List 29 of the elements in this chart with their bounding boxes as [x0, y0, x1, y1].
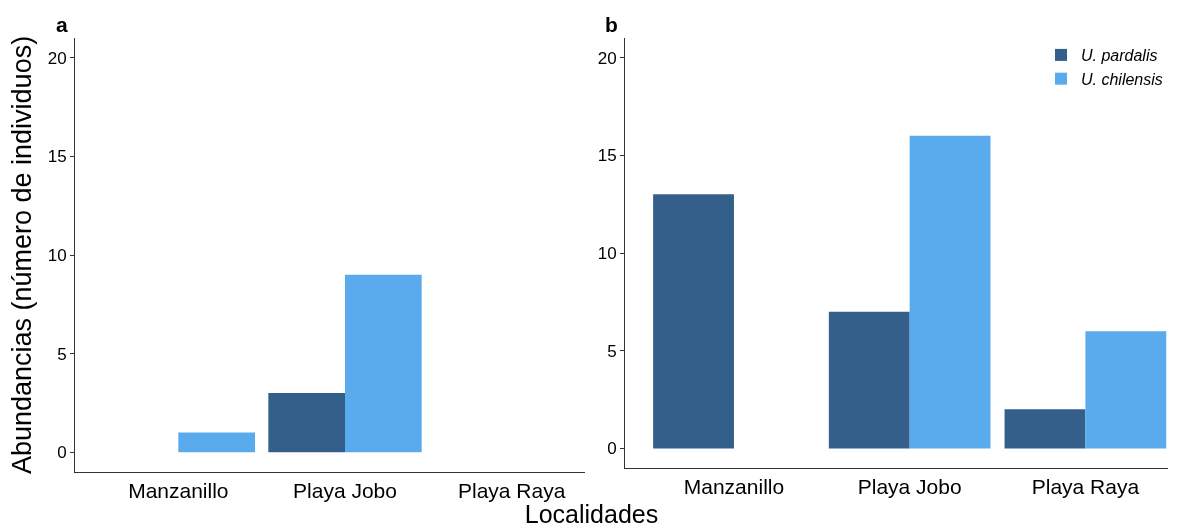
y-tick-label: 20 — [597, 48, 617, 68]
legend-label: U. chilensis — [1081, 70, 1163, 88]
y-tick-label: 15 — [47, 147, 67, 167]
bar — [653, 194, 734, 449]
x-tick-label: Manzanillo — [128, 479, 229, 503]
y-axis-title: Abundancias (número de individuos) — [6, 35, 37, 475]
bar — [909, 135, 991, 449]
y-tick-label: 10 — [47, 245, 67, 265]
x-tick-label: Playa Raya — [1031, 475, 1140, 499]
chart-title: a — [56, 13, 68, 36]
bar — [178, 432, 255, 453]
y-tick-label: 0 — [607, 439, 617, 459]
bar — [268, 393, 345, 453]
legend-label: U. pardalis — [1081, 47, 1158, 65]
bar — [1004, 409, 1086, 449]
y-tick-label: 5 — [607, 341, 617, 361]
x-tick-label: Playa Raya — [457, 479, 566, 503]
bar — [828, 311, 910, 449]
x-tick-label: Manzanillo — [683, 475, 785, 499]
bar — [345, 274, 422, 453]
y-tick-label: 10 — [597, 243, 617, 263]
y-tick-label: 0 — [57, 443, 67, 463]
y-tick-label: 20 — [47, 48, 67, 68]
chart-title: b — [605, 13, 618, 36]
bar — [1085, 331, 1167, 449]
y-tick-label: 15 — [597, 146, 617, 166]
y-tick-label: 5 — [57, 344, 67, 364]
x-tick-label: Playa Jobo — [293, 479, 397, 503]
x-tick-label: Playa Jobo — [857, 475, 962, 499]
